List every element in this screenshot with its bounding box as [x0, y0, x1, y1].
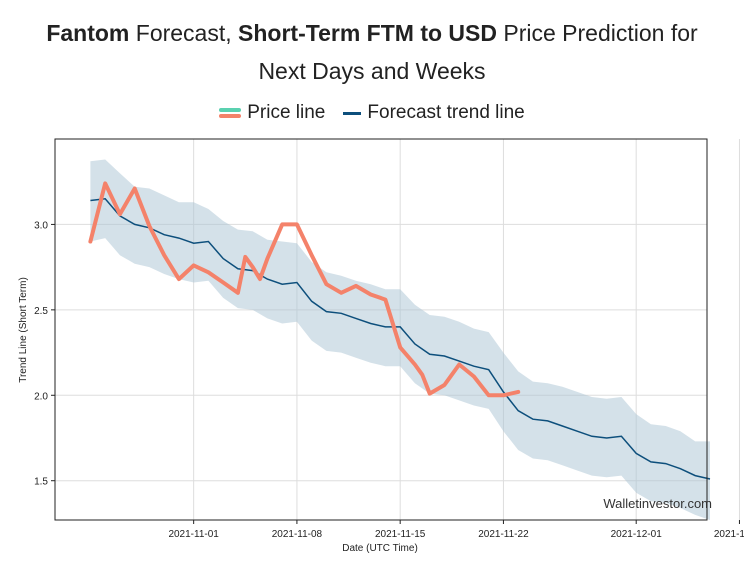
title-part-1: Forecast, — [129, 20, 239, 46]
y-tick-label-0: 1.5 — [34, 477, 48, 488]
y-tick-label-1: 2.0 — [34, 391, 48, 402]
title-part-2: Price Prediction for — [496, 20, 698, 46]
forecast-trend-line — [90, 198, 711, 480]
title-bold-2: Short-Term FTM to USD — [238, 20, 497, 46]
legend-item-forecast[interactable]: Forecast trend line — [343, 102, 525, 124]
x-tick-label-4: 2021-12-01 — [611, 529, 663, 540]
y-axis-label: Trend Line (Short Term) — [18, 277, 29, 383]
chart-legend: Price line Forecast trend line — [0, 102, 744, 124]
forecast-confidence-band — [90, 159, 710, 520]
legend-forecast-label: Forecast trend line — [367, 102, 525, 123]
legend-price-label: Price line — [247, 102, 326, 123]
x-tick-label-3: 2021-11-22 — [478, 529, 529, 540]
legend-item-price[interactable]: Price line — [219, 102, 325, 124]
chart-title: Fantom Forecast, Short-Term FTM to USD P… — [0, 14, 744, 90]
watermark: Walletinvestor.com — [603, 496, 712, 511]
y-tick-label-2: 2.5 — [34, 306, 48, 317]
axes: 1.5 2.0 2.5 3.0 2021-11-01 2021-11-08 2021-11-… — [34, 220, 744, 540]
title-line-1: Fantom Forecast, Short-Term FTM to USD P… — [0, 14, 744, 52]
price-line — [88, 181, 521, 398]
x-tick-label-0: 2021-11-01 — [168, 529, 219, 540]
legend-forecast-swatch — [343, 111, 362, 115]
plot-frame — [54, 138, 708, 521]
title-coin: Fantom — [46, 20, 130, 46]
x-axis-label: Date (UTC Time) — [342, 543, 418, 554]
legend-price-swatch — [219, 108, 242, 118]
x-tick-label-2: 2021-11-15 — [375, 529, 426, 540]
y-tick-label-3: 3.0 — [34, 220, 48, 231]
title-line-2: Next Days and Weeks — [258, 58, 486, 84]
x-tick-label-1: 2021-11-08 — [272, 529, 323, 540]
x-tick-label-5: 2021-12-08 — [714, 529, 744, 540]
